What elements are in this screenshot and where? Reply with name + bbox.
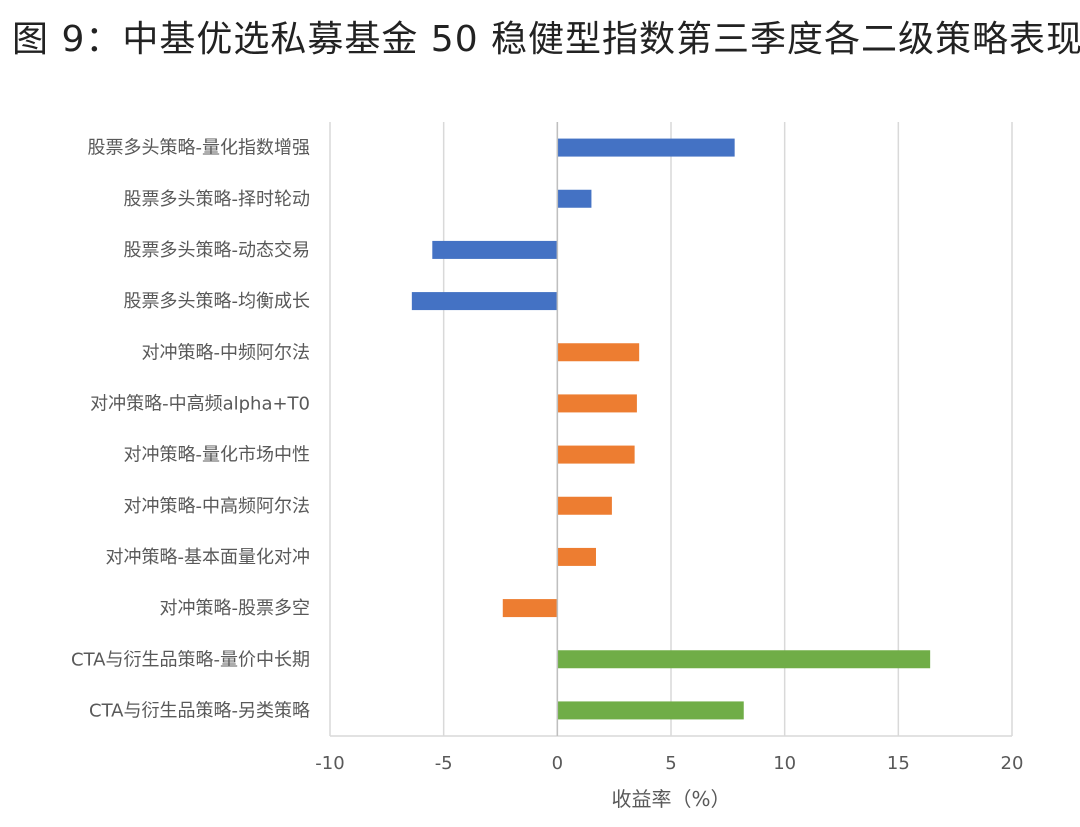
figure-title: 图 9：中基优选私募基金 50 稳健型指数第三季度各二级策略表现 [12,19,1080,60]
bar [557,445,635,464]
category-label: 对冲策略-量化市场中性 [124,445,311,466]
category-label: CTA与衍生品策略-量价中长期 [71,649,310,670]
bar [411,292,558,311]
bar [502,599,558,618]
category-label: 股票多头策略-动态交易 [124,240,311,261]
bar [432,240,558,259]
bar [557,701,744,720]
x-tick-label: 20 [1001,753,1024,774]
category-label: 股票多头策略-量化指数增强 [88,138,311,159]
bar [557,547,596,566]
x-axis-title: 收益率（%） [611,787,730,811]
category-label: 股票多头策略-择时轮动 [124,189,311,210]
x-tick-label: 0 [552,753,563,774]
category-label: 对冲策略-股票多空 [160,598,311,619]
x-tick-label: 5 [665,753,676,774]
category-label: 股票多头策略-均衡成长 [124,291,311,312]
category-label: 对冲策略-中高频阿尔法 [124,496,311,517]
x-tick-label: -5 [435,753,453,774]
bar [557,394,637,413]
x-tick-label: 10 [773,753,796,774]
bar [557,496,612,515]
x-tick-label: 15 [887,753,910,774]
category-label: 对冲策略-中高频alpha+T0 [90,393,310,414]
bar [557,650,931,669]
category-label: CTA与衍生品策略-另类策略 [89,700,310,721]
x-tick-label: -10 [315,753,344,774]
bar [557,138,735,157]
bar [557,343,640,362]
category-label: 对冲策略-基本面量化对冲 [106,547,311,568]
category-label: 对冲策略-中频阿尔法 [142,342,311,363]
bar [557,189,592,208]
